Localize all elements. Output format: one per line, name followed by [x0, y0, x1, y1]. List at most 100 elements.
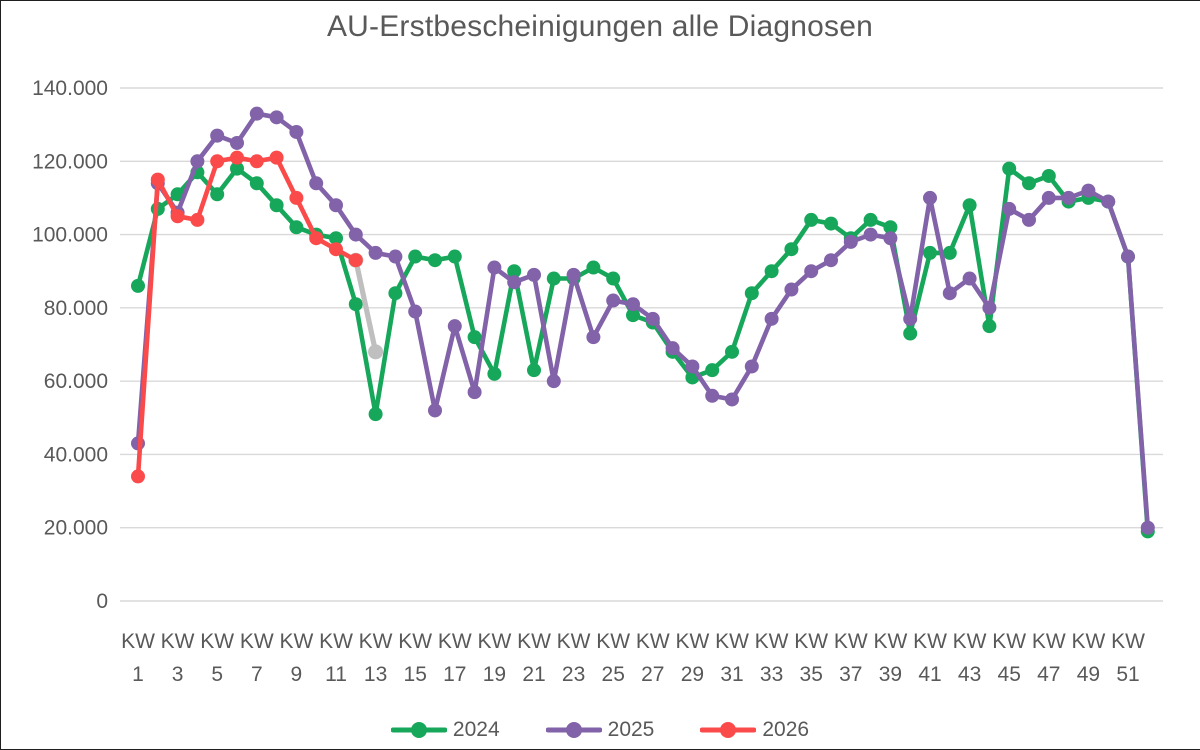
- series-2026-line: [135, 155, 359, 479]
- x-axis-tick-label-prefix: KW: [121, 630, 155, 653]
- series-2024-marker: [388, 286, 403, 301]
- x-axis-tick-label-week: 13: [364, 663, 387, 686]
- series-2024-marker: [368, 407, 383, 422]
- x-axis-tick-label-week: 33: [760, 663, 783, 686]
- series-2025-marker: [784, 282, 799, 297]
- x-axis-tick-label-week: 43: [958, 663, 981, 686]
- series-2025-marker: [923, 190, 937, 205]
- series-2024-marker: [606, 271, 621, 286]
- series-2025-marker: [824, 253, 838, 268]
- series-2026-marker: [309, 231, 324, 246]
- series-2025-marker: [962, 271, 977, 286]
- series-2025-marker: [626, 297, 640, 312]
- series-2026-marker: [150, 172, 165, 187]
- series-2024-marker: [269, 198, 284, 213]
- series-2025-marker: [725, 392, 739, 407]
- x-axis-tick-label-week: 39: [879, 663, 902, 686]
- x-axis-tick-label-prefix: KW: [398, 630, 432, 653]
- legend-swatch: [700, 722, 757, 738]
- legend-item-2026: 2026: [700, 718, 809, 742]
- series-2025-marker: [1061, 190, 1076, 205]
- series-2025-marker: [388, 249, 403, 264]
- series-2025-marker: [606, 293, 621, 308]
- series-2024-marker: [1041, 168, 1056, 183]
- series-2025-marker: [408, 304, 423, 319]
- x-axis-tick-label-prefix: KW: [873, 630, 907, 653]
- series-2024-marker: [348, 297, 363, 312]
- x-axis-tick-label-prefix: KW: [755, 630, 789, 653]
- series-2025-marker: [982, 300, 997, 315]
- x-axis-tick-label-week: 1: [132, 663, 144, 686]
- series-2024-marker: [131, 278, 145, 293]
- series-2024-line: [135, 166, 1151, 534]
- series-2025-marker: [289, 124, 304, 139]
- series-2024-marker: [903, 326, 918, 341]
- x-axis-tick-label-week: 3: [172, 663, 184, 686]
- x-axis-tick-label-prefix: KW: [1111, 630, 1145, 653]
- x-axis-tick-label-week: 7: [251, 663, 263, 686]
- series-2024-marker: [1002, 161, 1017, 176]
- y-axis-tick-label: 140.000: [32, 77, 108, 100]
- x-axis-tick-label-prefix: KW: [279, 630, 313, 653]
- x-axis-tick-label-prefix: KW: [359, 630, 393, 653]
- x-axis-tick-label-week: 11: [325, 663, 347, 686]
- legend-item-2024: 2024: [390, 718, 500, 742]
- series-2026_partial-marker: [368, 344, 384, 360]
- series-2025-marker: [249, 106, 264, 121]
- series-2024-marker: [249, 176, 264, 191]
- y-axis-tick-label: 80.000: [44, 297, 108, 320]
- y-axis-tick-label: 40.000: [44, 443, 108, 466]
- series-2024-marker: [1022, 176, 1036, 191]
- series-2024-marker: [507, 264, 522, 279]
- x-axis-tick-label-prefix: KW: [161, 630, 195, 653]
- series-2024-marker: [289, 220, 304, 235]
- series-2026-marker: [348, 253, 363, 268]
- chart-title: AU-Erstbescheinigungen alle Diagnosen: [326, 10, 874, 43]
- chart-legend: 2024 2025 2026: [0, 718, 1200, 742]
- series-2025-marker: [447, 319, 462, 334]
- series-2024-marker: [626, 308, 640, 323]
- x-axis-tick-label-prefix: KW: [834, 630, 868, 653]
- series-2025-marker: [348, 227, 363, 242]
- series-2026-marker: [230, 150, 244, 165]
- legend-swatch: [390, 722, 447, 738]
- series-2024-marker: [923, 245, 937, 260]
- series-2024-marker: [804, 212, 819, 227]
- legend-label: 2024: [452, 718, 500, 741]
- series-2025-marker: [744, 359, 759, 374]
- series-2024-marker: [784, 242, 799, 257]
- series-2025-marker: [1041, 190, 1056, 205]
- series-2025-marker: [764, 311, 779, 326]
- series-2025-marker: [428, 403, 442, 418]
- series-2025-marker: [210, 128, 225, 143]
- x-axis-tick-label-prefix: KW: [913, 630, 947, 653]
- series-2025-marker: [1002, 201, 1017, 216]
- series-2024-marker: [824, 216, 838, 231]
- legend-item-2025: 2025: [545, 718, 655, 742]
- x-axis-tick-label-prefix: KW: [517, 630, 551, 653]
- series-2025-marker: [804, 264, 819, 279]
- x-axis-tick-label-prefix: KW: [200, 630, 234, 653]
- x-axis-tick-label-week: 31: [720, 663, 743, 686]
- legend-label: 2025: [607, 718, 655, 741]
- series-2026-marker: [131, 469, 145, 484]
- series-2024-marker: [942, 245, 957, 260]
- series-2025-marker: [863, 227, 878, 242]
- x-axis-tick-label-week: 51: [1116, 663, 1139, 686]
- y-axis-tick-label: 60.000: [44, 370, 108, 393]
- x-axis-tick-label-week: 29: [681, 663, 704, 686]
- series-2025-marker: [1022, 212, 1036, 227]
- legend-label: 2026: [762, 718, 810, 741]
- series-2024-marker: [883, 220, 898, 235]
- series-2024-marker: [408, 249, 423, 264]
- series-2025-marker: [329, 198, 343, 213]
- series-2026-marker: [170, 209, 185, 224]
- series-2025-marker: [527, 267, 541, 282]
- series-2024-marker: [329, 231, 343, 246]
- series-2025-marker: [685, 359, 700, 374]
- series-2025-marker: [566, 267, 581, 282]
- x-axis-tick-label-week: 23: [562, 663, 585, 686]
- series-2026-marker: [190, 212, 205, 227]
- x-axis-tick-label-prefix: KW: [319, 630, 353, 653]
